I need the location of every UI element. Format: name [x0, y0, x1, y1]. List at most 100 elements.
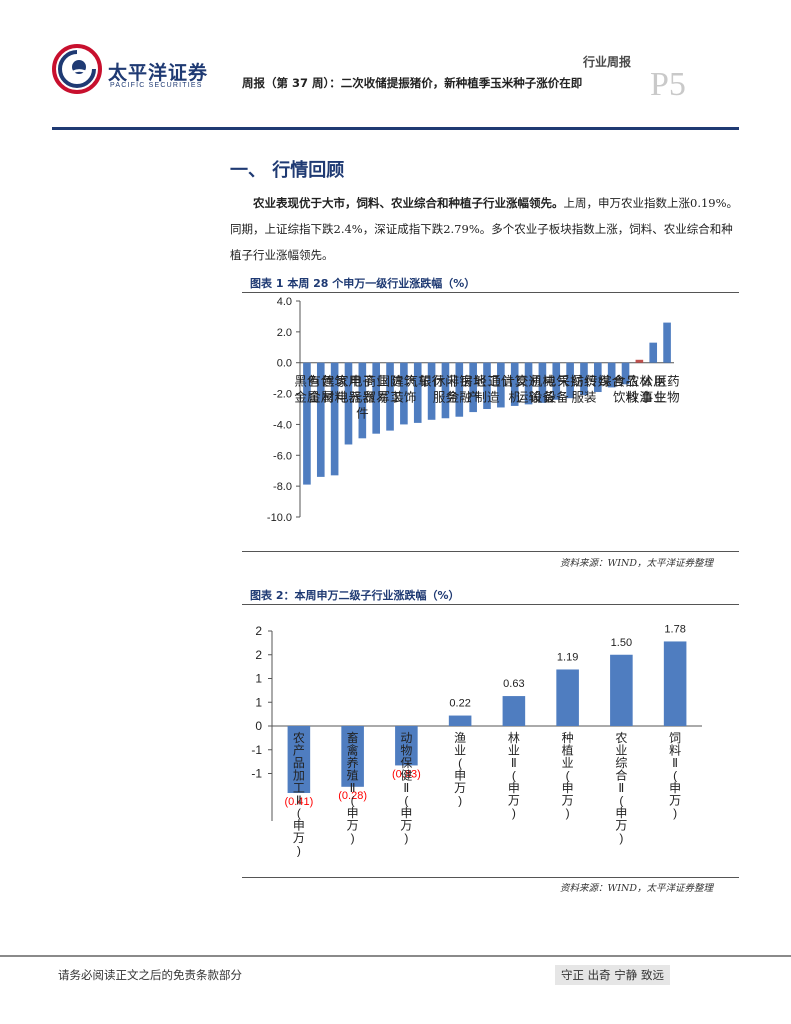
- chart1-category-label: 公用事业: [641, 375, 666, 405]
- chart1-bar: [386, 362, 394, 431]
- chart2-y-tick-label: -1: [251, 767, 262, 781]
- footer-motto: 守正 出奇 宁静 致远: [555, 965, 670, 985]
- chart1-bar: [607, 362, 616, 388]
- chart1-bar: [594, 362, 602, 393]
- chart2-top-rule: [242, 604, 739, 605]
- chart1-category-label: 国防军工: [378, 374, 403, 405]
- chart1-bar: [663, 322, 671, 363]
- chart2-bar: [395, 726, 418, 766]
- chart1-y-tick-label: -4.0: [273, 419, 292, 431]
- chart2-data-label: 0.63: [503, 678, 524, 690]
- brand-name-cn: 太平洋证券: [108, 62, 209, 84]
- chart1-bar: [372, 362, 380, 434]
- chart2-data-label: (0.28): [338, 790, 367, 802]
- chart1-bar: [635, 359, 644, 363]
- chart1-bar: [483, 362, 491, 409]
- chart1-bar: [441, 362, 450, 419]
- chart1-y-tick-label: -8.0: [273, 481, 292, 493]
- chart1-category-label: 休闲服务: [433, 375, 458, 405]
- chart2-category-label: 渔业(申万): [454, 731, 466, 808]
- chart1-bar: [303, 362, 311, 485]
- chart1-bar: [566, 362, 574, 399]
- chart2-data-label: (0.41): [285, 796, 314, 808]
- chart2-y-tick-label: 2: [255, 648, 262, 662]
- chart1-category-label: 银行: [419, 375, 444, 389]
- chart2-category-label: 畜禽养殖 Ⅱ (申万): [347, 730, 359, 845]
- chart1-category-label: 有色金属: [308, 374, 334, 405]
- chart2-bar: [502, 696, 526, 726]
- chart2-data-label: 1.50: [611, 637, 632, 649]
- chart1-category-label: 建筑材料: [322, 374, 348, 405]
- chart1-y-tick-label: -6.0: [273, 450, 292, 462]
- chart2-svg: 2 2 1 1 0 -1 -1 (0.41) (0.28) (0.83) 0.22 0.63 1.19 1…: [251, 623, 702, 858]
- chart2-data-label: 1.78: [664, 623, 685, 635]
- chart1-bar: [524, 362, 533, 405]
- chart1-bar: [538, 362, 547, 403]
- chart1-category-label: 计算机: [502, 374, 527, 405]
- chart2-y-tick-label: -1: [251, 743, 262, 757]
- chart1-y-tick-label: 2.0: [277, 327, 292, 339]
- chart2-category-label: 林业 Ⅱ (申万): [508, 731, 520, 820]
- chart2-category-label: 农业综合 Ⅱ (申万): [615, 731, 627, 845]
- chart1-bar: [469, 362, 477, 413]
- chart1-y-tick-label: 4.0: [277, 296, 292, 308]
- chart2-category-label: 饲料 Ⅱ (申万): [669, 731, 681, 820]
- chart1-category-label: 机械设备: [530, 374, 556, 405]
- chart1-bar: [621, 362, 630, 385]
- chart1-y-tick-label: -10.0: [267, 512, 292, 524]
- chart2-source: 资料来源：WIND，太平洋证券整理: [560, 883, 713, 894]
- chart2-y-tick-label: 2: [255, 624, 262, 638]
- chart1-bar: [400, 362, 408, 425]
- section-title: 一、 行情回顾: [230, 160, 345, 181]
- footer-disclaimer: 请务必阅读正文之后的免责条款部分: [58, 968, 242, 982]
- chart1-bar: [510, 362, 519, 406]
- chart1-category-label: 医药生物: [655, 375, 680, 405]
- chart2-y-tick-label: 0: [255, 719, 262, 733]
- pacific-securities-logo-icon: [52, 44, 102, 94]
- chart2-title: 图表 2：本周申万二级子行业涨跌幅（%）: [250, 589, 460, 602]
- report-type: 行业周报: [583, 55, 632, 69]
- chart1-category-label: 家用电器: [336, 374, 362, 405]
- chart1-bar: [497, 362, 505, 408]
- chart1-bar: [358, 362, 367, 439]
- chart2-data-label: 0.22: [449, 698, 470, 710]
- chart1-bar: [344, 362, 353, 445]
- chart1-bar: [413, 362, 422, 423]
- chart1-category-label: 电子元器件: [350, 375, 376, 421]
- chart2-bar: [663, 641, 687, 726]
- chart1-category-label: 建筑装饰: [391, 374, 417, 405]
- chart1-svg: 4.02.00.0-2.0-4.0-6.0-8.0-10.0黑色金属有色金属建筑…: [267, 296, 680, 524]
- chart1-source: 资料来源：WIND，太平洋证券整理: [560, 558, 713, 569]
- summary-lead: 农业表现优于大市，饲料、农业综合和种植子行业涨幅领先。: [253, 196, 564, 210]
- summary-paragraph: 农业表现优于大市，饲料、农业综合和种植子行业涨幅领先。上周，申万农业指数上涨0.…: [230, 190, 740, 268]
- chart2-bar: [610, 654, 633, 726]
- report-title: 周报（第 37 周）：二次收储提振猪价，新种植季玉米种子涨价在即: [242, 76, 583, 90]
- brand-name-en: PACIFIC SECURITIES: [110, 82, 203, 89]
- chart1-category-label: 传媒: [585, 374, 611, 389]
- chart1-bar: [649, 342, 658, 363]
- chart1-category-label: 采掘: [558, 374, 583, 389]
- chart1-category-label: 纺织服装: [571, 375, 596, 405]
- chart1-y-tick-label: 0.0: [277, 358, 292, 370]
- chart1-category-label: 商业贸易: [364, 374, 389, 405]
- chart2-data-label: (0.83): [392, 768, 421, 780]
- chart1-category-label: 电气设备: [544, 374, 570, 405]
- chart1-top-rule: [242, 292, 739, 293]
- chart1-category-label: 食品饮料: [613, 374, 639, 405]
- chart1-category-label: 通信: [488, 375, 513, 389]
- chart1-category-label: 交通运输: [516, 374, 542, 405]
- chart2-bar: [287, 726, 311, 793]
- chart2-y-tick-label: 1: [255, 672, 262, 686]
- chart1-bar: [455, 362, 464, 417]
- chart1-bar: [427, 362, 436, 420]
- chart1-category-label: 农林牧渔: [627, 375, 653, 405]
- chart1-bar: [552, 362, 561, 400]
- chart2-data-label: 1.19: [557, 651, 578, 663]
- chart2-category-label: 农产品加工 Ⅱ (申万): [293, 731, 305, 858]
- summary-body: 上周，申万农业指数上涨0.19%。同期，上证综指下跌2.4%，深证成指下跌2.7…: [230, 196, 739, 262]
- chart2-category-label: 动物保健 Ⅱ (申万): [400, 731, 412, 845]
- page-number: P5: [650, 66, 686, 103]
- chart1-bar: [580, 362, 588, 396]
- chart2-bottom-rule: [242, 877, 739, 878]
- chart1-category-label: 汽车: [405, 374, 430, 389]
